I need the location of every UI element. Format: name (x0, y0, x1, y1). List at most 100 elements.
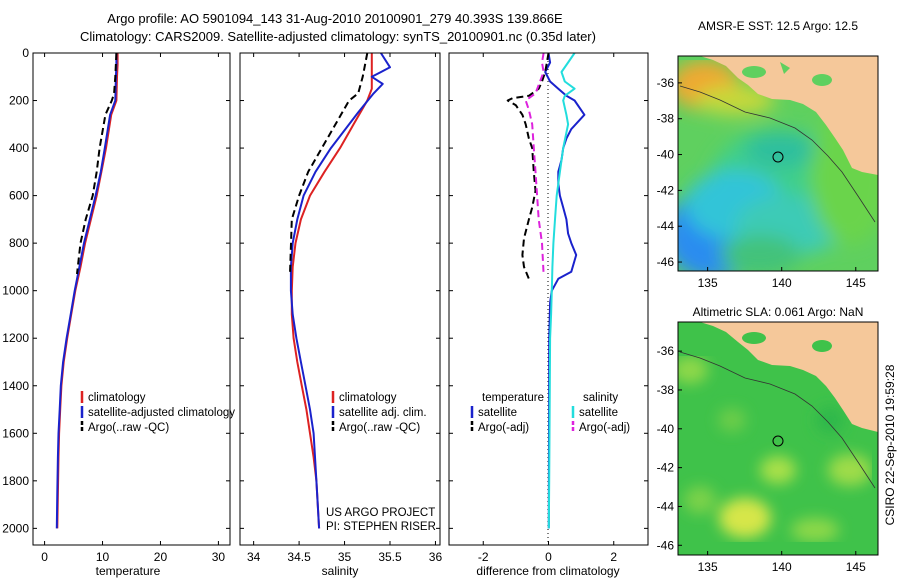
temperature-frame (32, 52, 231, 546)
x-tick-label: 2 (610, 550, 617, 564)
legend-entry: climatology (339, 392, 397, 404)
salinity-legend: climatology satellite adj. clim. Argo(..ra… (331, 391, 427, 434)
x-tick-label: 36 (429, 550, 443, 564)
map-x-tick-label: 145 (846, 276, 866, 290)
y-tick-label: 1200 (2, 331, 29, 345)
credit-line-2: PI: STEPHEN RISER (326, 521, 436, 533)
legend-entry: satellite (579, 407, 618, 419)
map-y-tick-label: -44 (657, 499, 675, 513)
difference-ticks: -2 0 2 (449, 52, 648, 564)
x-tick-label: 30 (212, 550, 226, 564)
sla-argo-marker (772, 435, 784, 447)
map-x-tick-label: 135 (698, 276, 718, 290)
series-satellite-adjusted-climatology (55, 53, 118, 529)
y-tick-label: 1000 (2, 284, 29, 298)
map-y-tick-label: -46 (657, 538, 675, 552)
map-y-tick-label: -36 (657, 76, 675, 90)
y-tick-label: 200 (9, 94, 29, 108)
header-line1: Argo profile: AO 5901094_143 31-Aug-2010… (107, 11, 563, 26)
timestamp-side-text: CSIRO 22-Sep-2010 19:59:28 (883, 364, 897, 525)
sla-map-panel: Altimetric SLA: 0.061 Argo: NaN 135 140 14… (657, 305, 879, 574)
map-y-tick-label: -40 (657, 148, 675, 162)
map-y-tick-label: -42 (657, 183, 675, 197)
sst-map-frame (677, 55, 879, 272)
x-tick-label: 20 (154, 550, 168, 564)
series-climatology (290, 53, 373, 529)
temperature-xlabel: temperature (96, 564, 161, 578)
map-y-tick-label: -38 (657, 383, 675, 397)
legend-entry: salinity (583, 392, 618, 404)
salinity-ticks: 34 34.5 35 35.5 36 (240, 52, 443, 564)
series-argo-raw-qc (76, 52, 118, 275)
series-argo-raw-qc (289, 52, 369, 275)
difference-series (506, 52, 586, 529)
difference-panel: -2 0 2 difference from climatology tempera… (448, 52, 649, 578)
x-tick-label: 34 (247, 550, 261, 564)
series-satellite-adj-clim (289, 52, 391, 529)
sst-land-mass (678, 56, 878, 175)
sla-depth-contour (679, 351, 876, 489)
temperature-series (55, 52, 119, 529)
y-tick-label: 0 (22, 46, 29, 60)
map-y-tick-label: -44 (657, 219, 675, 233)
salinity-panel: 34 34.5 35 35.5 36 salinity climatology satel… (239, 52, 443, 578)
sst-map-image (678, 56, 878, 271)
y-tick-label: 400 (9, 141, 29, 155)
salinity-frame (239, 52, 441, 546)
y-tick-label: 1600 (2, 426, 29, 440)
x-tick-label: 0 (41, 550, 48, 564)
legend-entry: satellite (478, 407, 517, 419)
series-salinity-satellite (547, 52, 576, 529)
temperature-panel: 0 10 20 30 0 200 400 600 800 1000 1200 1400 1600 1800… (2, 46, 235, 578)
y-tick-label: 800 (9, 236, 29, 250)
sst-map-ticks: 135 140 145 -36 -38 -40 -42 -44 -46 (657, 76, 866, 290)
sla-map-ticks: 135 140 145 -36 -38 -40 -42 -44 -46 (657, 344, 866, 574)
sst-depth-contour (679, 85, 876, 223)
sst-map-panel: AMSR-E SST: 12.5 Argo: 12.5 135 140 145 -36… (657, 19, 879, 290)
salinity-series (289, 52, 391, 529)
credit-line-1: US ARGO PROJECT (326, 507, 435, 519)
map-y-tick-label: -42 (657, 461, 675, 475)
map-y-tick-label: -38 (657, 112, 675, 126)
difference-legend: temperature satellite Argo(-adj) salinity sa… (470, 392, 630, 434)
map-x-tick-label: 140 (772, 560, 792, 574)
map-y-tick-label: -36 (657, 344, 675, 358)
difference-xlabel: difference from climatology (476, 564, 619, 578)
temperature-ticks: 0 10 20 30 0 200 400 600 800 1000 1200 1400 1600 1800… (2, 46, 230, 564)
salinity-xlabel: salinity (322, 564, 359, 578)
series-temperature-argo-adj (506, 52, 550, 280)
x-tick-label: 35 (338, 550, 352, 564)
legend-entry: temperature (482, 392, 544, 404)
x-tick-label: 0 (545, 550, 552, 564)
y-tick-label: 1800 (2, 474, 29, 488)
legend-entry: satellite adj. clim. (339, 407, 427, 419)
x-tick-label: -2 (478, 550, 489, 564)
x-tick-label: 34.5 (287, 550, 311, 564)
y-tick-label: 2000 (2, 521, 29, 535)
series-salinity-argo-adj (524, 52, 545, 275)
legend-entry: Argo(..raw -QC) (339, 422, 420, 434)
legend-entry: Argo(-adj) (579, 422, 630, 434)
sla-map-image (678, 322, 878, 555)
map-x-tick-label: 145 (846, 560, 866, 574)
header-line2: Climatology: CARS2009. Satellite-adjuste… (80, 29, 596, 44)
map-y-tick-label: -46 (657, 255, 675, 269)
temperature-legend: climatology satellite-adjusted climatolog… (80, 391, 235, 434)
map-y-tick-label: -40 (657, 422, 675, 436)
legend-entry: satellite-adjusted climatology (88, 407, 235, 419)
legend-entry: Argo(..raw -QC) (88, 422, 169, 434)
sst-map-title: AMSR-E SST: 12.5 Argo: 12.5 (698, 19, 858, 33)
y-tick-label: 600 (9, 189, 29, 203)
legend-entry: Argo(-adj) (478, 422, 529, 434)
x-tick-label: 10 (96, 550, 110, 564)
sla-map-title: Altimetric SLA: 0.061 Argo: NaN (693, 305, 864, 319)
map-x-tick-label: 140 (772, 276, 792, 290)
x-tick-label: 35.5 (378, 550, 402, 564)
y-tick-label: 1400 (2, 379, 29, 393)
sst-argo-marker (772, 151, 784, 163)
legend-entry: climatology (88, 392, 146, 404)
difference-frame (448, 52, 649, 546)
sla-map-frame (677, 321, 879, 556)
map-x-tick-label: 135 (698, 560, 718, 574)
